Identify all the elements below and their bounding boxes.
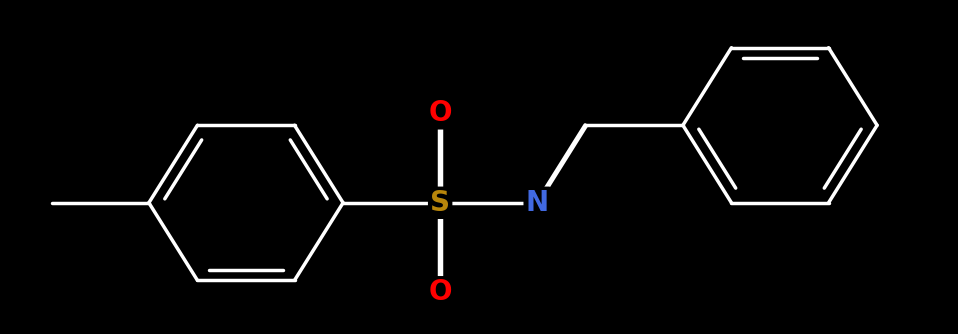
Text: N: N — [526, 189, 549, 217]
Text: O: O — [428, 99, 452, 127]
Text: S: S — [430, 189, 450, 217]
Text: O: O — [428, 278, 452, 306]
